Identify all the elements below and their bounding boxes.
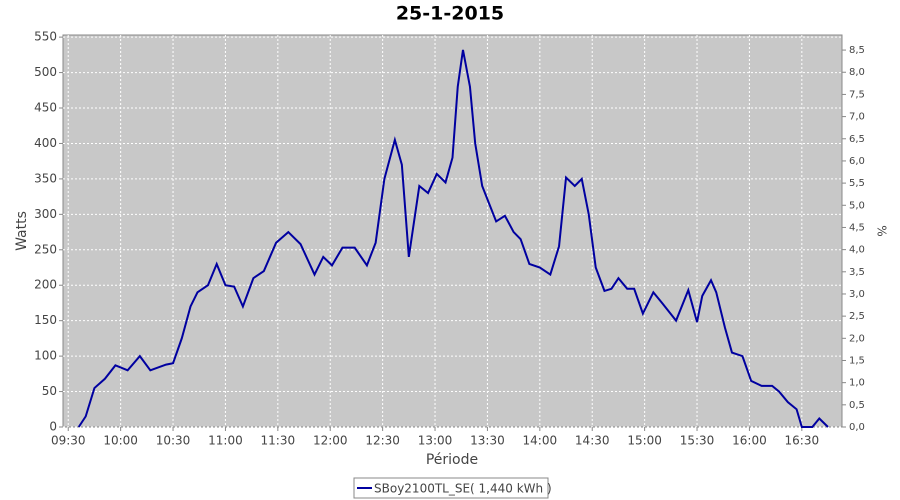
y2-tick-label: 2,0	[849, 333, 865, 344]
y2-tick-label: 7,0	[849, 112, 865, 123]
y-tick-label: 300	[34, 207, 57, 221]
y-axis-label: Watts	[14, 211, 30, 251]
plot-area	[62, 34, 843, 428]
y2-tick-label: 7,5	[849, 89, 865, 100]
x-tick-label: 13:00	[418, 434, 453, 448]
y-tick-label: 450	[34, 101, 57, 115]
y2-tick-label: 4,5	[849, 222, 865, 233]
y-tick-label: 250	[34, 242, 57, 256]
y2-tick-label: 3,5	[849, 267, 865, 278]
y-tick-label: 0	[49, 420, 57, 434]
x-tick-label: 16:30	[785, 434, 820, 448]
y2-tick-label: 8,0	[849, 67, 865, 78]
x-tick-label: 16:00	[732, 434, 767, 448]
y-tick-label: 500	[34, 65, 57, 79]
x-axis-label: Période	[426, 452, 478, 468]
y2-tick-label: 5,0	[849, 200, 865, 211]
y2-tick-label: 4,0	[849, 245, 865, 256]
legend-box	[353, 477, 549, 499]
x-tick-label: 10:30	[156, 434, 191, 448]
y2-tick-label: 0,5	[849, 400, 865, 411]
y-tick-label: 550	[34, 30, 57, 44]
y2-tick-label: 6,5	[849, 134, 865, 145]
chart-title: 25-1-2015	[396, 3, 504, 25]
x-tick-label: 12:00	[313, 434, 348, 448]
legend: SBoy2100TL_SE( 1,440 kWh )	[353, 477, 552, 499]
x-tick-label: 15:00	[627, 434, 662, 448]
y-tick-label: 200	[34, 278, 57, 292]
x-tick-label: 11:00	[208, 434, 243, 448]
y2-tick-label: 8,5	[849, 45, 865, 56]
y-tick-label: 400	[34, 136, 57, 150]
y2-tick-label: 3,0	[849, 289, 865, 300]
y-tick-label: 350	[34, 171, 57, 185]
y2-tick-label: 1,0	[849, 378, 865, 389]
y-tick-label: 100	[34, 349, 57, 363]
y2-tick-label: 6,0	[849, 156, 865, 167]
y2-axis-label: %	[875, 225, 889, 236]
y2-tick-label: 5,5	[849, 178, 865, 189]
y-tick-label: 150	[34, 313, 57, 327]
x-tick-label: 13:30	[470, 434, 505, 448]
y2-tick-label: 1,5	[849, 355, 865, 366]
x-tick-label: 14:30	[575, 434, 610, 448]
x-tick-label: 14:00	[523, 434, 558, 448]
x-tick-label: 09:30	[51, 434, 86, 448]
y-tick-label: 50	[42, 384, 57, 398]
y2-tick-label: 2,5	[849, 311, 865, 322]
x-tick-label: 15:30	[680, 434, 715, 448]
y2-tick-label: 0,0	[849, 422, 865, 433]
x-tick-label: 11:30	[261, 434, 296, 448]
x-tick-label: 10:00	[103, 434, 138, 448]
data-line	[77, 49, 829, 428]
x-tick-label: 12:30	[365, 434, 400, 448]
legend-label: SBoy2100TL_SE( 1,440 kWh )	[374, 482, 552, 496]
